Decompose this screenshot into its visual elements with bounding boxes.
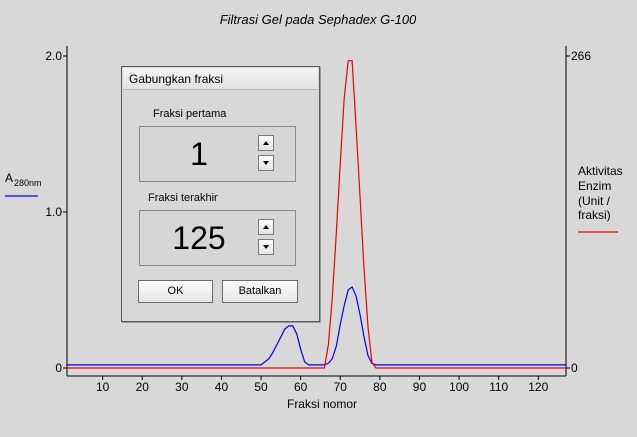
x-tick-label: 60 bbox=[294, 380, 308, 394]
enzyme-activity-series-line bbox=[67, 60, 566, 369]
last-fraction-up-button[interactable] bbox=[258, 219, 274, 235]
spin-down-icon bbox=[263, 245, 269, 249]
left-tick-label: 0 bbox=[55, 361, 62, 375]
spin-up-icon bbox=[263, 225, 269, 229]
ticks-layer: 10 20 30 40 50 60 70 80 90 100 110 120 0 1.0 2.0 0 266 bbox=[45, 49, 591, 394]
chart-title: Filtrasi Gel pada Sephadex G-100 bbox=[220, 12, 417, 27]
first-fraction-value[interactable]: 1 bbox=[190, 136, 208, 172]
left-tick-label: 2.0 bbox=[45, 49, 62, 63]
last-fraction-value[interactable]: 125 bbox=[172, 220, 226, 256]
x-tick-label: 80 bbox=[373, 380, 387, 394]
first-fraction-down-button[interactable] bbox=[258, 155, 274, 171]
cancel-button[interactable]: Batalkan bbox=[222, 280, 298, 303]
first-fraction-stepper[interactable]: 1 bbox=[139, 126, 296, 182]
x-axis-label: Fraksi nomor bbox=[287, 397, 357, 411]
right-tick-label: 0 bbox=[571, 361, 578, 375]
x-tick-label: 100 bbox=[449, 380, 469, 394]
first-fraction-up-button[interactable] bbox=[258, 135, 274, 151]
right-axis-label-line-1: Aktivitas bbox=[578, 164, 623, 178]
ok-button[interactable]: OK bbox=[138, 280, 213, 303]
x-tick-label: 90 bbox=[413, 380, 427, 394]
last-fraction-label: Fraksi terakhir bbox=[148, 192, 218, 204]
right-axis-label-line-4: fraksi) bbox=[578, 208, 611, 222]
x-tick-label: 50 bbox=[254, 380, 268, 394]
absorbance-series-line bbox=[67, 285, 566, 366]
x-tick-label: 20 bbox=[136, 380, 150, 394]
x-tick-label: 70 bbox=[334, 380, 348, 394]
x-tick-label: 10 bbox=[96, 380, 110, 394]
x-tick-label: 30 bbox=[175, 380, 189, 394]
spin-down-icon bbox=[263, 161, 269, 165]
spin-up-icon bbox=[263, 141, 269, 145]
x-tick-label: 120 bbox=[528, 380, 548, 394]
right-axis-label-line-3: (Unit / bbox=[578, 194, 611, 208]
series-layer bbox=[67, 60, 566, 369]
last-fraction-down-button[interactable] bbox=[258, 239, 274, 255]
dialog-title: Gabungkan fraksi bbox=[123, 68, 318, 90]
right-axis-label-line-2: Enzim bbox=[578, 179, 611, 193]
left-tick-label: 1.0 bbox=[45, 205, 62, 219]
first-fraction-label: Fraksi pertama bbox=[153, 108, 227, 120]
x-tick-label: 40 bbox=[215, 380, 229, 394]
merge-fractions-dialog: Gabungkan fraksi Fraksi pertama 1 Fraksi… bbox=[121, 66, 320, 322]
x-tick-label: 110 bbox=[489, 380, 508, 394]
left-axis-label: A280nm bbox=[5, 171, 42, 188]
right-tick-label: 266 bbox=[571, 49, 591, 63]
last-fraction-stepper[interactable]: 125 bbox=[139, 210, 296, 266]
